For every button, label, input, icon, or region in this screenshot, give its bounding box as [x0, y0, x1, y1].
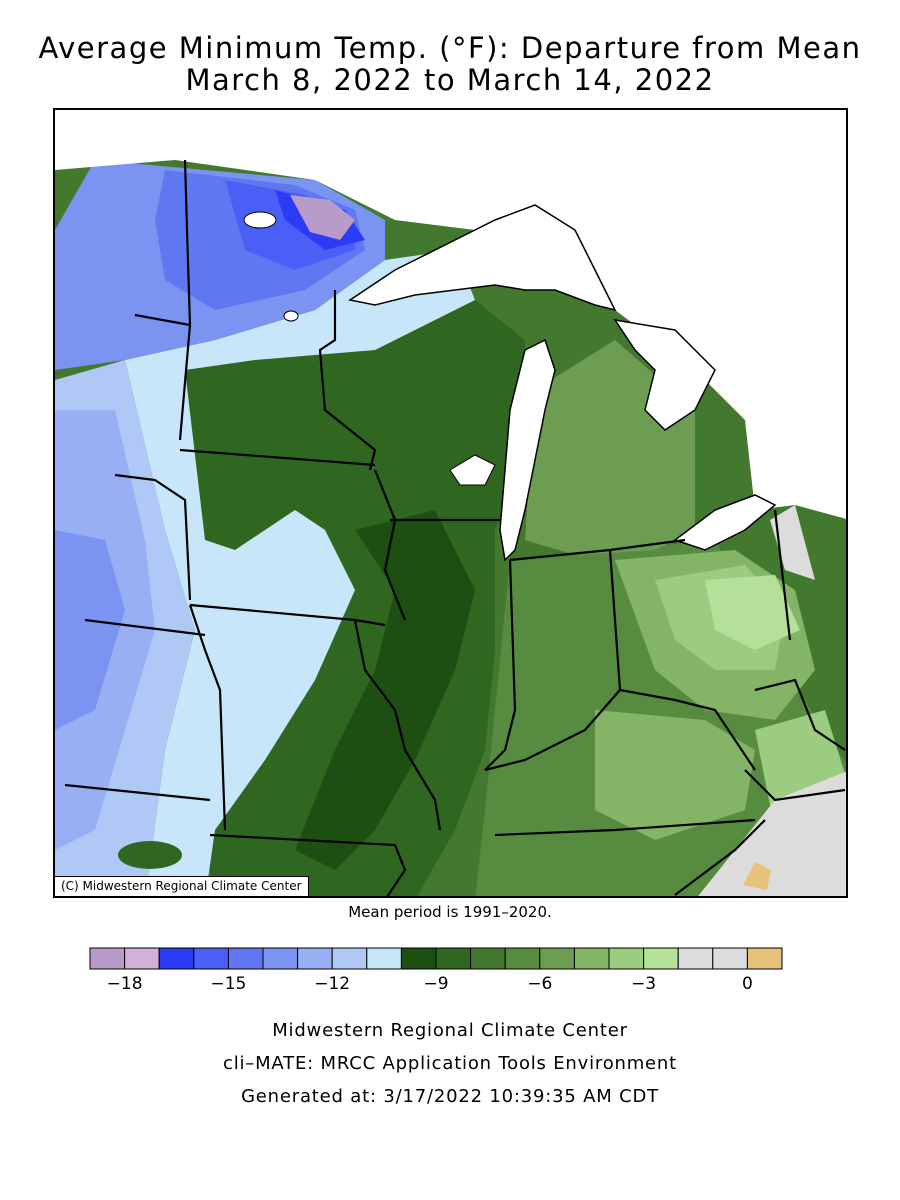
map-title: Average Minimum Temp. (°F): Departure fr…: [38, 31, 862, 65]
legend-bin: [573, 947, 610, 970]
legend-bin: [746, 947, 783, 970]
mean-period-note: Mean period is 1991–2020.: [348, 903, 552, 921]
footer-org: Midwestern Regional Climate Center: [272, 1020, 628, 1041]
legend-bin: [712, 947, 748, 970]
border-il-in: [484, 559, 517, 771]
border-ne-mo: [188, 604, 227, 831]
legend-tick-label: 0: [742, 974, 753, 994]
footer-generated: Generated at: 3/17/2022 10:39:35 AM CDT: [241, 1086, 659, 1107]
fill-darkest-green: [295, 510, 475, 870]
border-ne-ks: [84, 618, 206, 637]
fill-dark-green-band: [135, 300, 525, 896]
fill-green-kentucky: [595, 710, 755, 840]
contour-fills: [55, 110, 846, 896]
fill-green-lightest: [705, 575, 800, 650]
fill-light-blue: [125, 250, 475, 896]
legend-tick-label: −6: [527, 974, 552, 994]
border-oh-pa: [773, 509, 792, 641]
footer-tool: cli–MATE: MRCC Application Tools Environ…: [223, 1053, 677, 1074]
lake-erie: [673, 494, 777, 551]
fill-blue-deeper: [55, 530, 125, 730]
border-nd-mn: [183, 159, 192, 326]
temperature-map: [55, 110, 846, 896]
lake-michigan: [499, 338, 556, 562]
border-mn-ia: [179, 448, 376, 467]
legend-bin: [677, 947, 714, 970]
state-borders: [64, 159, 846, 896]
legend-bin: [608, 947, 645, 970]
legend-bin: [297, 947, 333, 970]
border-ks-ok: [64, 783, 211, 802]
border-tn-ky: [494, 818, 756, 837]
color-legend: −18 −15 −12 −9 −6 −3 0: [89, 947, 783, 994]
border-va: [744, 769, 846, 802]
legend-tick-label: −15: [210, 974, 246, 994]
lake-red: [243, 211, 277, 229]
legend-bin: [124, 947, 160, 970]
fill-orange-spot: [743, 862, 771, 890]
legend-bin: [470, 947, 506, 970]
lake-superior: [348, 204, 617, 312]
fill-kansas-spot: [118, 841, 182, 869]
border-mn-wi: [318, 290, 377, 471]
fill-canada-outside: [55, 110, 846, 519]
legend-bin: [643, 947, 679, 970]
legend-ticks: −18 −15 −12 −9 −6 −3 0: [107, 974, 753, 994]
legend-tick-label: −18: [107, 974, 143, 994]
border-mi-in-oh: [509, 538, 686, 562]
legend-tick-label: −9: [423, 974, 448, 994]
border-mo-ar: [209, 833, 407, 896]
border-nd-sd: [134, 313, 191, 327]
border-ky: [484, 688, 756, 772]
green-bay-lake: [449, 454, 496, 486]
legend-bin: [504, 947, 541, 970]
border-wv: [754, 678, 846, 751]
lake-mille-lacs: [283, 310, 299, 322]
legend-tick-label: −12: [314, 974, 350, 994]
legend-bin: [158, 947, 195, 970]
legend-bin: [435, 947, 472, 970]
border-il-mo: [353, 619, 442, 831]
map-frame: (C) Midwestern Regional Climate Center: [53, 108, 848, 898]
border-sd-mn: [178, 324, 192, 441]
fill-grey-ohio: [770, 505, 815, 580]
legend-bin: [331, 947, 368, 970]
legend-bins: [89, 947, 783, 970]
map-copyright: (C) Midwestern Regional Climate Center: [55, 876, 309, 896]
legend-bin: [89, 947, 126, 970]
fill-grey-corner: [698, 771, 846, 896]
border-in-oh: [608, 549, 622, 691]
fill-purple: [290, 195, 355, 240]
border-sd-ne: [114, 473, 192, 601]
legend-bin: [262, 947, 299, 970]
map-date-range: March 8, 2022 to March 14, 2022: [185, 63, 715, 97]
legend-bin: [366, 947, 402, 970]
legend-bin: [539, 947, 575, 970]
legend-bin: [193, 947, 229, 970]
legend-tick-label: −3: [631, 974, 656, 994]
border-tn-nc: [674, 819, 766, 896]
legend-bin: [227, 947, 264, 970]
legend-bin: [400, 947, 437, 970]
border-ia-il: [373, 469, 407, 621]
lake-huron: [613, 318, 716, 431]
